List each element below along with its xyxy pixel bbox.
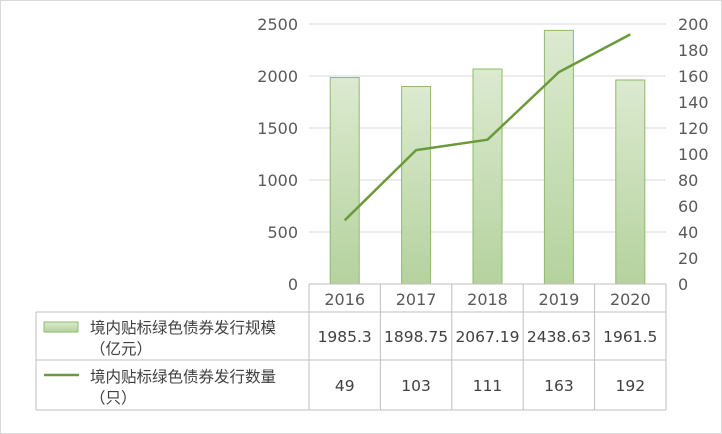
line-series xyxy=(343,33,631,222)
legend-label-unit: （亿元） xyxy=(90,340,152,358)
y-right-tick-label: 40 xyxy=(678,223,698,242)
y-left-tick-label: 2000 xyxy=(257,67,298,86)
data-label: 1985.3 xyxy=(318,328,372,346)
y-right-tick-label: 140 xyxy=(678,93,709,112)
y-right-tick-label: 60 xyxy=(678,197,698,216)
x-tick-label: 2019 xyxy=(539,290,580,309)
data-label: 1961.5 xyxy=(603,328,657,346)
data-label: 2438.63 xyxy=(527,328,591,346)
data-label: 163 xyxy=(544,377,574,395)
y-right-tick-label: 80 xyxy=(678,171,698,190)
data-label: 192 xyxy=(616,377,646,395)
data-label: 49 xyxy=(335,377,355,395)
data-label: 103 xyxy=(401,377,431,395)
axes: 0 500 1000 1500 2000 2500 0 20 40 60 80 100 120 140 16… xyxy=(257,15,708,294)
y-left-tick-label: 0 xyxy=(288,275,298,294)
data-label: 1898.75 xyxy=(384,328,448,346)
y-right-tick-label: 180 xyxy=(678,41,709,60)
y-left-tick-label: 2500 xyxy=(257,15,298,34)
y-right-tick-label: 160 xyxy=(678,67,709,86)
bar-2019 xyxy=(543,29,574,285)
y-left-tick-label: 500 xyxy=(267,223,298,242)
y-left-tick-label: 1500 xyxy=(257,119,298,138)
y-left-tick-label: 1000 xyxy=(257,171,298,190)
x-tick-label: 2020 xyxy=(610,290,651,309)
data-table: 2016 2017 2018 2019 2020 1985.3 1898.75 2067.19… xyxy=(35,283,667,411)
bar-2017 xyxy=(401,86,432,285)
y-right-tick-label: 20 xyxy=(678,249,698,268)
bar-series xyxy=(329,29,646,285)
legend-swatch-bar xyxy=(43,321,79,333)
y-right-tick-label: 200 xyxy=(678,15,709,34)
data-label: 2067.19 xyxy=(455,328,519,346)
bar-2016 xyxy=(329,77,360,285)
y-right-tick-label: 120 xyxy=(678,119,709,138)
y-right-tick-label: 100 xyxy=(678,145,709,164)
bar-2020 xyxy=(615,79,646,285)
x-tick-label: 2017 xyxy=(396,290,437,309)
y-right-tick-label: 0 xyxy=(678,275,688,294)
legend-label-unit: （只） xyxy=(90,389,137,407)
bar-2018 xyxy=(472,68,503,285)
data-label: 111 xyxy=(473,377,503,395)
legend-label: 境内贴标绿色债券发行数量 xyxy=(90,367,276,386)
x-tick-label: 2016 xyxy=(324,290,365,309)
x-tick-label: 2018 xyxy=(467,290,508,309)
legend-label: 境内贴标绿色债券发行规模 xyxy=(90,318,276,337)
